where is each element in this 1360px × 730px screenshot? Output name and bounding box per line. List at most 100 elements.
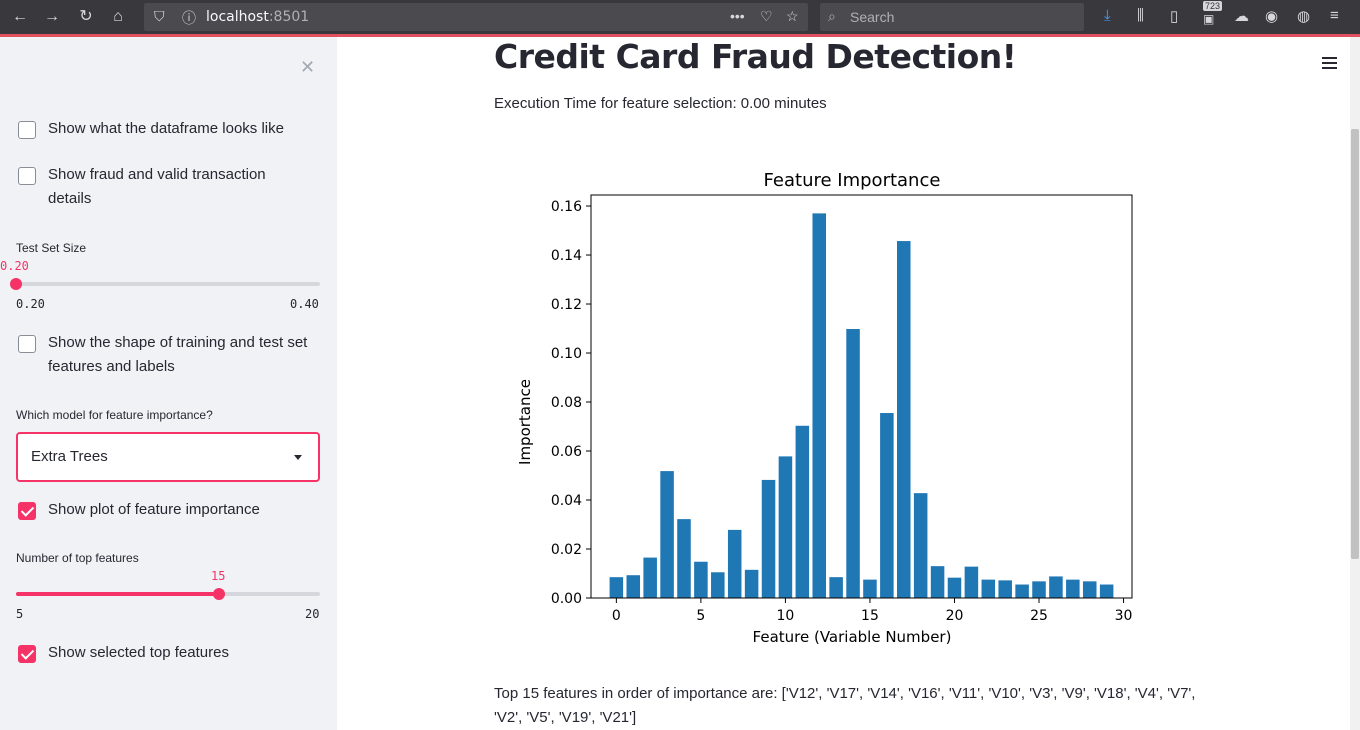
execution-time-text: Execution Time for feature selection: 0.…: [494, 95, 827, 112]
checkbox-show-selected-features[interactable]: Show selected top features: [18, 643, 318, 665]
slider-thumb[interactable]: [10, 278, 22, 290]
top-features-max: 20: [305, 607, 320, 621]
model-select[interactable]: Extra Trees: [16, 432, 320, 482]
cloud-icon[interactable]: ☁: [1234, 8, 1249, 25]
url-text: localhost:8501: [206, 9, 310, 25]
search-bar[interactable]: ⌕ Search: [820, 3, 1084, 31]
slider-thumb[interactable]: [212, 588, 225, 600]
bar-10: [778, 456, 793, 598]
downloads-icon[interactable]: ⤓: [1104, 7, 1111, 24]
chart-svg: Feature Importance Feature (Variable Num…: [516, 170, 1133, 646]
bookmark-star-icon[interactable]: ☆: [786, 8, 799, 24]
bar-13: [829, 577, 843, 598]
y-tick-label: 0.14: [551, 248, 582, 264]
bar-16: [880, 413, 894, 598]
chart-xlabel: Feature (Variable Number): [753, 628, 952, 646]
top-features-slider[interactable]: [16, 588, 320, 600]
bar-8: [744, 569, 759, 598]
y-tick-label: 0.06: [551, 444, 582, 460]
y-tick-label: 0.08: [551, 395, 582, 411]
bar-18: [913, 493, 928, 598]
test-size-value: 0.20: [0, 259, 29, 273]
top-features-min: 5: [16, 607, 24, 621]
menu-icon[interactable]: ≡: [1330, 7, 1339, 24]
bar-11: [795, 425, 810, 598]
feature-importance-chart: Feature Importance Feature (Variable Num…: [510, 162, 1140, 652]
bar-23: [998, 580, 1012, 598]
y-tick-label: 0.12: [551, 297, 582, 313]
bar-29: [1099, 584, 1114, 598]
chart-title: Feature Importance: [764, 170, 941, 191]
y-tick-label: 0.16: [551, 199, 582, 215]
checkbox-box[interactable]: [18, 121, 36, 139]
bar-19: [930, 566, 945, 598]
account-icon[interactable]: ◉: [1265, 8, 1279, 25]
top-features-label: Number of top features: [16, 551, 139, 565]
bar-27: [1066, 579, 1080, 598]
scrollbar-thumb[interactable]: [1351, 129, 1359, 559]
home-icon[interactable]: ⌂: [113, 8, 123, 25]
test-size-max: 0.40: [290, 297, 319, 311]
bar-6: [711, 572, 725, 598]
sidebar: ✕ Show what the dataframe looks like Sho…: [0, 37, 337, 730]
bars-layer: [609, 213, 1114, 599]
test-size-label: Test Set Size: [16, 241, 87, 255]
checkbox-show-fraud-details[interactable]: Show fraud and valid transaction details: [18, 165, 318, 211]
profile-icon[interactable]: ◍: [1297, 8, 1311, 25]
x-tick-label: 5: [696, 608, 705, 624]
close-sidebar-icon[interactable]: ✕: [300, 57, 316, 77]
plot-frame: [590, 194, 1133, 599]
checkbox-box[interactable]: [18, 167, 36, 185]
checkbox-show-dataframe[interactable]: Show what the dataframe looks like: [18, 119, 318, 141]
bar-14: [846, 329, 860, 598]
test-size-slider[interactable]: [10, 278, 320, 290]
x-tick-label: 10: [777, 608, 795, 624]
test-size-min: 0.20: [16, 297, 45, 311]
bar-4: [677, 519, 691, 598]
checkbox-label: Show plot of feature importance: [48, 501, 260, 518]
bar-22: [981, 579, 996, 598]
model-select-value: Extra Trees: [31, 448, 108, 465]
checkbox-show-plot-importance[interactable]: Show plot of feature importance: [18, 500, 318, 522]
x-tick-label: 15: [861, 608, 879, 624]
chevron-down-icon: [294, 455, 302, 460]
scrollbar[interactable]: [1350, 37, 1360, 730]
forward-icon[interactable]: →: [44, 8, 60, 25]
url-bar[interactable]: ⛉ ⓘ localhost:8501 ••• ♡ ☆: [144, 3, 808, 31]
bar-3: [660, 471, 674, 598]
info-icon[interactable]: ⓘ: [182, 10, 196, 26]
bar-1: [626, 575, 641, 598]
bar-20: [947, 577, 962, 598]
model-select-label: Which model for feature importance?: [16, 408, 213, 422]
checkbox-show-shape[interactable]: Show the shape of training and test set …: [18, 333, 318, 379]
checkbox-box[interactable]: [18, 502, 36, 520]
bar-0: [609, 577, 624, 598]
pocket-icon[interactable]: ♡: [760, 8, 773, 24]
bar-28: [1082, 581, 1097, 598]
extension-badge: 723: [1203, 1, 1223, 11]
checkbox-box[interactable]: [18, 645, 36, 663]
page-actions-icon[interactable]: •••: [730, 8, 745, 24]
bar-26: [1049, 576, 1063, 598]
bar-24: [1015, 584, 1029, 598]
x-tick-label: 0: [612, 608, 621, 624]
sidebar-toggle-icon[interactable]: ▯: [1170, 8, 1179, 25]
y-tick-label: 0.00: [551, 591, 582, 607]
bar-5: [694, 561, 708, 598]
page-title: Credit Card Fraud Detection!: [494, 37, 1017, 76]
bar-7: [727, 529, 742, 598]
reload-icon[interactable]: ↻: [79, 8, 93, 25]
bar-21: [964, 566, 979, 598]
checkbox-label: Show fraud and valid transaction details: [48, 166, 266, 207]
bar-15: [863, 579, 877, 598]
hamburger-menu-icon[interactable]: [1322, 57, 1337, 69]
bar-9: [761, 479, 776, 598]
back-icon[interactable]: ←: [12, 8, 28, 25]
checkbox-label: Show selected top features: [48, 644, 229, 661]
checkbox-label: Show the shape of training and test set …: [48, 334, 308, 375]
library-icon[interactable]: ⫼: [1137, 7, 1144, 24]
shield-icon: ⛉: [154, 8, 165, 24]
checkbox-box[interactable]: [18, 335, 36, 353]
extension-icon[interactable]: ▣: [1203, 12, 1215, 26]
top-features-value: 15: [211, 569, 226, 583]
